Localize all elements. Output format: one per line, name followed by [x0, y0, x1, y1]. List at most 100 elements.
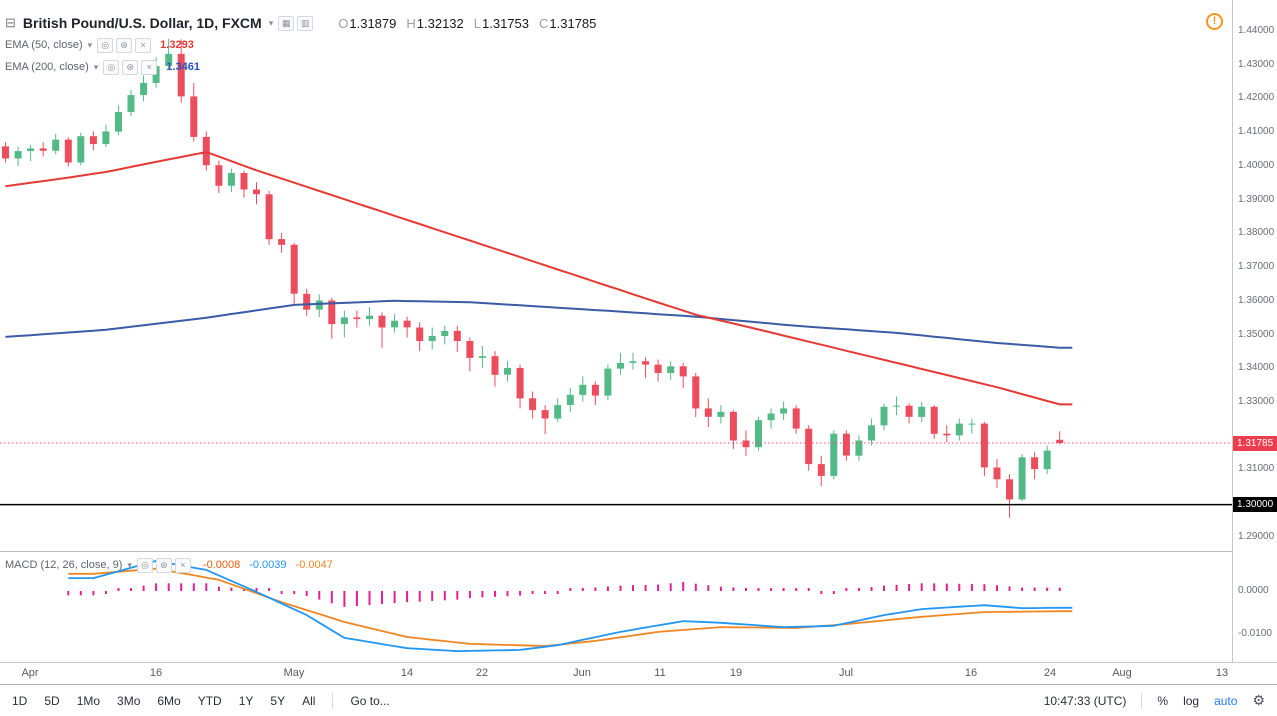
time-axis-label: 22: [475, 667, 489, 679]
alert-icon[interactable]: !: [1206, 13, 1223, 30]
ema50-legend: EMA (50, close) ▾ ◎ ⊛ × 1.3293: [5, 37, 194, 53]
ema200-value: 1.3461: [166, 61, 200, 73]
low-label: L: [473, 15, 481, 31]
macd-line-value: -0.0039: [249, 559, 287, 571]
range-all-button[interactable]: All: [302, 693, 316, 708]
collapse-panel-icon[interactable]: ⊟: [5, 15, 16, 30]
price-axis[interactable]: 1.44000 1.43000 1.42000 1.41000 1.40000 1.390…: [1232, 0, 1277, 684]
settings-icon[interactable]: ⊛: [155, 557, 172, 573]
auto-scale-button[interactable]: auto: [1214, 693, 1238, 708]
main-chart-canvas[interactable]: [0, 0, 1232, 662]
macd-signal-line: [68, 567, 1073, 647]
ema50-line: [5, 151, 1073, 406]
bottom-toolbar: 1D 5D 1Mo 3Mo 6Mo YTD 1Y 5Y All Go to...…: [0, 684, 1277, 716]
price-axis-label: 1.41000: [1238, 126, 1275, 138]
clock-readout: 10:47:33 (UTC): [1043, 693, 1127, 708]
price-axis-label: 1.33000: [1238, 396, 1275, 408]
macd-histogram: [67, 582, 1061, 607]
settings-icon[interactable]: ⊛: [116, 37, 133, 53]
percent-scale-button[interactable]: %: [1157, 693, 1169, 708]
chevron-down-icon[interactable]: ▾: [268, 17, 274, 28]
price-axis-label: 1.36000: [1238, 294, 1275, 306]
price-axis-label: 1.38000: [1238, 227, 1275, 239]
time-axis-label: 14: [400, 667, 414, 679]
open-value: 1.31879: [349, 15, 397, 31]
range-3mo-button[interactable]: 3Mo: [117, 693, 141, 708]
remove-indicator-icon[interactable]: ×: [135, 37, 152, 53]
time-axis-label: Apr: [21, 667, 39, 679]
range-ytd-button[interactable]: YTD: [197, 693, 222, 708]
price-axis-label: 1.42000: [1238, 92, 1275, 104]
time-axis-label: May: [283, 667, 305, 679]
symbol-title[interactable]: British Pound/U.S. Dollar, 1D, FXCM: [22, 15, 262, 31]
range-1mo-button[interactable]: 1Mo: [76, 693, 101, 708]
high-label: H: [406, 15, 416, 31]
close-label: C: [539, 15, 549, 31]
ema50-label[interactable]: EMA (50, close): [5, 39, 83, 51]
price-axis-label: 1.43000: [1238, 58, 1275, 70]
macd-axis-label: -0.0100: [1238, 628, 1272, 639]
low-value: 1.31753: [482, 15, 529, 31]
settings-gear-icon[interactable]: ⚙: [1252, 692, 1265, 708]
price-axis-label: 1.35000: [1238, 328, 1275, 340]
time-axis[interactable]: Apr 16 May 14 22 Jun 11 19 Jul 16 24 Aug 13: [0, 662, 1277, 684]
high-value: 1.32132: [416, 15, 464, 31]
macd-histogram-value: -0.0008: [202, 559, 241, 571]
visibility-icon[interactable]: ◎: [97, 37, 114, 53]
close-value: 1.31785: [549, 15, 597, 31]
toolbar-divider: [332, 692, 334, 709]
macd-legend: MACD (12, 26, close, 9) ▾ ◎ ⊛ × -0.0008 …: [5, 557, 333, 573]
macd-signal-value: -0.0047: [295, 559, 333, 571]
remove-indicator-icon[interactable]: ×: [174, 557, 191, 573]
ema50-value: 1.3293: [160, 39, 194, 51]
chevron-down-icon[interactable]: ▾: [87, 39, 93, 50]
time-axis-label: 24: [1043, 667, 1057, 679]
goto-button[interactable]: Go to...: [350, 693, 390, 708]
time-axis-label: Jun: [573, 667, 591, 679]
symbol-legend: ⊟ British Pound/U.S. Dollar, 1D, FXCM ▾ …: [5, 13, 596, 33]
support-level-tag: 1.30000: [1233, 497, 1277, 513]
last-price-tag: 1.31785: [1233, 435, 1277, 451]
toolbar-right: 10:47:33 (UTC) % log auto ⚙: [1044, 692, 1265, 709]
ema200-label[interactable]: EMA (200, close): [5, 61, 89, 73]
chart-style-icon[interactable]: ▦: [278, 15, 295, 31]
range-6mo-button[interactable]: 6Mo: [157, 693, 181, 708]
toolbar-divider: [1141, 692, 1143, 709]
macd-label[interactable]: MACD (12, 26, close, 9): [5, 559, 123, 571]
macd-line: [68, 560, 1073, 653]
ema200-legend: EMA (200, close) ▾ ◎ ⊛ × 1.3461: [5, 59, 200, 75]
price-axis-label: 1.37000: [1238, 261, 1275, 273]
ema200-line: [5, 299, 1073, 349]
macd-axis-label: 0.0000: [1238, 585, 1269, 596]
chevron-down-icon[interactable]: ▾: [127, 559, 132, 570]
time-axis-label: Aug: [1112, 667, 1132, 679]
price-axis-label: 1.29000: [1238, 530, 1275, 542]
price-axis-label: 1.44000: [1238, 25, 1275, 36]
price-axis-label: 1.39000: [1238, 193, 1275, 205]
range-5y-button[interactable]: 5Y: [270, 693, 286, 708]
panel-layout-icon[interactable]: ▥: [297, 15, 314, 31]
range-1y-button[interactable]: 1Y: [238, 693, 254, 708]
visibility-icon[interactable]: ◎: [136, 557, 153, 573]
remove-indicator-icon[interactable]: ×: [141, 59, 158, 75]
time-axis-label: 16: [964, 667, 978, 679]
price-axis-label: 1.40000: [1238, 159, 1275, 171]
visibility-icon[interactable]: ◎: [103, 59, 120, 75]
ohlc-readout: O 1.31879 H 1.32132 L 1.31753 C 1.31785: [328, 16, 596, 31]
time-axis-label: 13: [1215, 667, 1229, 679]
time-axis-label: Jul: [838, 667, 854, 679]
candles-layer: [2, 38, 1064, 518]
pane-separator[interactable]: [0, 551, 1277, 552]
price-axis-label: 1.34000: [1238, 362, 1275, 374]
settings-icon[interactable]: ⊛: [122, 59, 139, 75]
time-axis-label: 11: [654, 667, 666, 679]
log-scale-button[interactable]: log: [1183, 693, 1200, 708]
range-1d-button[interactable]: 1D: [12, 693, 28, 708]
time-axis-label: 19: [729, 667, 743, 679]
time-axis-label: 16: [149, 667, 163, 679]
open-label: O: [338, 15, 349, 31]
range-5d-button[interactable]: 5D: [44, 693, 60, 708]
price-axis-label: 1.31000: [1238, 463, 1275, 475]
chevron-down-icon[interactable]: ▾: [93, 61, 99, 72]
